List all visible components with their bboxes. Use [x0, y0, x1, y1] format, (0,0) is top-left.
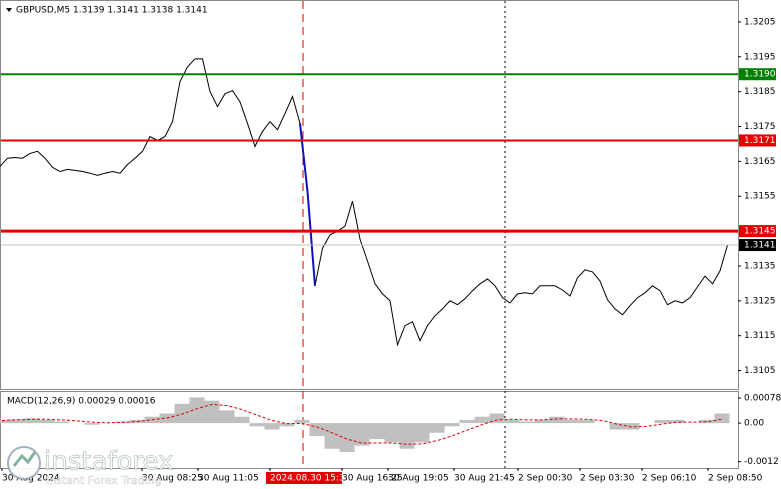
- tagline: Instant Forex Trading: [46, 474, 162, 487]
- level-label-box: [739, 68, 776, 81]
- macd-bar: [444, 423, 460, 427]
- macd-bar: [489, 413, 505, 424]
- macd-bar: [39, 419, 55, 424]
- macd-bar: [654, 419, 670, 424]
- macd-bar: [294, 419, 310, 424]
- macd-bar: [249, 423, 265, 427]
- macd-bar: [699, 419, 715, 424]
- macd-bar: [714, 413, 730, 424]
- level-label: 1.3141: [744, 241, 776, 251]
- brand: instaforex: [44, 447, 173, 477]
- x-tick-label: 30 Aug 11:05: [198, 474, 259, 484]
- y-tick-label: 1.3125: [744, 296, 776, 306]
- x-tick-label: 30 Aug 21:45: [454, 474, 515, 484]
- macd-bar: [174, 403, 190, 424]
- y-tick-label: 1.3115: [744, 331, 776, 341]
- watermark: instaforex Instant Forex Trading: [7, 446, 174, 487]
- x-tick-label: 30 Aug 19:05: [388, 474, 449, 484]
- macd-bar: [369, 423, 385, 440]
- macd-bar: [414, 423, 430, 443]
- macd-bar: [9, 419, 25, 424]
- x-tick-label: 2 Sep 03:30: [580, 474, 635, 484]
- macd-panel-frame: [0, 391, 739, 469]
- macd-bar: [504, 419, 520, 424]
- y-tick-label: 1.3205: [744, 17, 776, 27]
- level-label-box: [739, 225, 776, 238]
- x-tick-label: 2 Sep 08:50: [708, 474, 763, 484]
- macd-bar: [579, 419, 595, 424]
- macd-bar: [354, 423, 370, 446]
- macd-bar: [0, 419, 10, 424]
- level-label-box: [739, 134, 776, 147]
- level-label: 1.3171: [744, 136, 776, 146]
- y-tick-label: 1.3165: [744, 157, 776, 167]
- y-tick-label: 1.3155: [744, 192, 776, 202]
- macd-bar: [339, 423, 355, 452]
- menu-arrow[interactable]: [6, 8, 12, 12]
- x-label-highlight: [266, 472, 342, 484]
- macd-bar: [189, 397, 205, 424]
- macd-title: MACD(12,26,9) 0.00029 0.00016: [7, 397, 156, 407]
- y-tick-label: 1.3175: [744, 122, 776, 132]
- x-tick-label: 2 Sep 00:30: [518, 474, 573, 484]
- macd-bar: [564, 419, 580, 424]
- chart-title: GBPUSD,M5 1.3139 1.3141 1.3138 1.3141: [16, 6, 208, 16]
- macd-bar: [549, 416, 565, 424]
- macd-bar: [24, 418, 40, 424]
- macd-bar: [84, 423, 100, 425]
- macd-bar: [279, 423, 295, 427]
- x-tick-label: 30 Aug 16:25: [342, 474, 403, 484]
- signal-line: [1, 403, 723, 445]
- x-tick-label: 2 Sep 06:10: [642, 474, 697, 484]
- y-tick-label: -0.0012: [744, 457, 779, 467]
- y-tick-label: 0.00: [744, 419, 764, 429]
- logo: [7, 446, 41, 480]
- macd-bar: [459, 419, 475, 424]
- level-label: 1.3190: [744, 70, 776, 80]
- macd-bar: [204, 400, 220, 424]
- macd-bar: [624, 423, 640, 430]
- macd-bar: [264, 423, 280, 430]
- y-tick-label: 1.3105: [744, 366, 776, 376]
- macd-bar: [474, 416, 490, 424]
- macd-bar: [534, 419, 550, 424]
- logo-mark: [12, 451, 37, 467]
- macd-bar: [219, 410, 235, 424]
- level-label-box: [739, 239, 776, 252]
- y-tick-label: 1.3195: [744, 52, 776, 62]
- macd-bar: [324, 423, 340, 449]
- macd-bar: [384, 423, 400, 443]
- macd-bar: [669, 419, 685, 424]
- macd-bar: [519, 421, 535, 424]
- y-tick-label: 0.00078: [744, 394, 781, 404]
- price-panel-frame: [0, 0, 739, 390]
- macd-bar: [54, 421, 70, 424]
- x-tick-label: 30 Aug 08:25: [142, 474, 203, 484]
- price-line: [0, 58, 728, 347]
- macd-bar: [429, 423, 445, 433]
- macd-bar: [609, 423, 625, 430]
- level-label: 1.3145: [744, 227, 776, 237]
- y-tick-label: 1.3185: [744, 87, 776, 97]
- macd-bar: [234, 416, 250, 424]
- y-tick-label: 1.3135: [744, 261, 776, 271]
- x-tick-label: 2024.08.30 15:35: [270, 474, 350, 484]
- highlight-segment: [299, 123, 316, 286]
- macd-bar: [399, 423, 415, 449]
